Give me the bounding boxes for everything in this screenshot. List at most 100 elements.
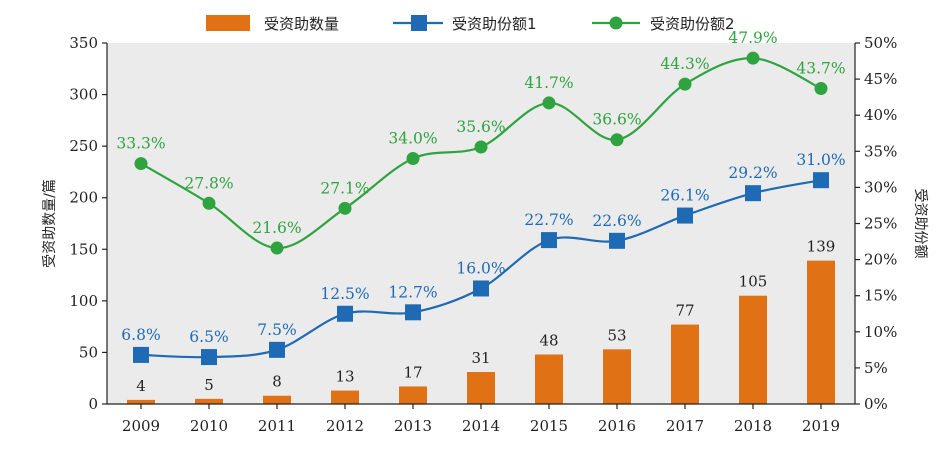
share-1-label-2009: 6.8%: [121, 326, 160, 344]
x-tick-label: 2017: [666, 417, 704, 435]
marker-share-1-2016: [609, 232, 625, 249]
share-1-label-2019: 31.0%: [796, 151, 845, 169]
share-1-label-2016: 22.6%: [592, 212, 641, 230]
legend-label-share-1: 受资助份额1: [452, 15, 537, 33]
share-2-label-2009: 33.3%: [116, 135, 165, 153]
marker-share-2-2009: [134, 157, 148, 171]
y-tick-label: 200: [69, 189, 98, 207]
bar-label-2019: 139: [807, 238, 836, 256]
marker-share-1-2009: [133, 346, 149, 363]
y-tick-label: 50: [79, 343, 98, 361]
marker-share-2-2013: [406, 152, 420, 166]
y2-tick-label: 25%: [864, 215, 897, 233]
y-axis-title: 受资助数量/篇: [42, 179, 58, 268]
y2-tick-label: 15%: [864, 287, 897, 305]
y2-tick-label: 5%: [864, 359, 888, 377]
marker-share-2-2016: [610, 133, 624, 147]
bar-label-2011: 8: [272, 373, 282, 391]
bar-2013: [399, 386, 427, 404]
share-1-label-2011: 7.5%: [257, 321, 296, 339]
share-1-label-2015: 22.7%: [524, 211, 573, 229]
marker-share-2-2017: [678, 77, 692, 91]
legend-marker-share-1: [411, 15, 427, 31]
share-2-label-2011: 21.6%: [252, 219, 301, 237]
y2-tick-label: 50%: [864, 34, 897, 52]
marker-share-1-2012: [337, 305, 353, 322]
bar-series: [127, 260, 835, 404]
share-2-label-2019: 43.7%: [796, 59, 845, 77]
marker-share-2-2018: [746, 51, 760, 65]
legend-label-share-2: 受资助份额2: [650, 15, 735, 33]
bar-2017: [671, 324, 699, 404]
bar-label-2009: 4: [136, 377, 146, 395]
x-tick-label: 2018: [734, 417, 772, 435]
marker-share-2-2010: [202, 196, 216, 210]
legend: 受资助数量 受资助份额1 受资助份额2: [206, 15, 735, 33]
bar-2019: [807, 260, 835, 404]
bar-label-2017: 77: [675, 302, 694, 320]
marker-share-2-2019: [814, 81, 828, 95]
y2-tick-label: 0%: [864, 395, 888, 413]
marker-share-1-2010: [201, 349, 217, 366]
y-tick-label: 0: [88, 395, 98, 413]
y2-axis-title: 受资助份额: [912, 189, 928, 259]
y-tick-label: 350: [69, 34, 98, 52]
marker-share-1-2019: [813, 172, 829, 189]
marker-share-2-2014: [474, 140, 488, 154]
line-series: [133, 51, 829, 366]
bar-2015: [535, 354, 563, 404]
y2-tick-label: 20%: [864, 251, 897, 269]
bar-2018: [739, 295, 767, 404]
bar-label-2015: 48: [539, 331, 558, 349]
bar-label-2010: 5: [204, 376, 214, 394]
marker-share-2-2015: [542, 96, 556, 110]
x-tick-label: 2011: [258, 417, 296, 435]
x-tick-label: 2013: [394, 417, 432, 435]
y2-tick-label: 35%: [864, 142, 897, 160]
share-1-label-2018: 29.2%: [728, 164, 777, 182]
marker-share-1-2011: [269, 341, 285, 358]
marker-share-1-2015: [541, 232, 557, 249]
legend-swatch-count: [206, 15, 250, 31]
share-2-label-2016: 36.6%: [592, 111, 641, 129]
x-tick-label: 2019: [802, 417, 840, 435]
y-tick-label: 100: [69, 292, 98, 310]
bar-2009: [127, 399, 155, 404]
share-2-label-2015: 41.7%: [524, 74, 573, 92]
share-2-label-2012: 27.1%: [320, 179, 369, 197]
y2-tick-label: 40%: [864, 106, 897, 124]
bar-2012: [331, 390, 359, 404]
bar-2016: [603, 349, 631, 404]
axes: 0 50 100 150 200 250 300 350 0% 5% 10% 15% 20% 25% 30%…: [69, 34, 897, 435]
marker-share-2-2012: [338, 201, 352, 215]
share-1-label-2014: 16.0%: [456, 259, 505, 277]
x-tick-label: 2010: [190, 417, 228, 435]
bar-2011: [263, 395, 291, 404]
share-2-label-2013: 34.0%: [388, 130, 437, 148]
share-1-label-2012: 12.5%: [320, 285, 369, 303]
share-1-label-2013: 12.7%: [388, 283, 437, 301]
share-1-label-2017: 26.1%: [660, 187, 709, 205]
y-tick-label: 250: [69, 137, 98, 155]
marker-share-1-2014: [473, 280, 489, 297]
x-tick-label: 2009: [122, 417, 160, 435]
x-tick-label: 2016: [598, 417, 636, 435]
legend-label-count: 受资助数量: [264, 15, 339, 33]
marker-share-2-2011: [270, 241, 284, 255]
legend-marker-share-2: [609, 16, 623, 30]
marker-share-1-2013: [405, 304, 421, 321]
y2-tick-label: 10%: [864, 323, 897, 341]
x-tick-label: 2014: [462, 417, 500, 435]
y-tick-label: 300: [69, 86, 98, 104]
share-2-label-2017: 44.3%: [660, 55, 709, 73]
bar-label-2013: 17: [403, 363, 422, 381]
bar-label-2012: 13: [335, 368, 354, 386]
bar-label-2018: 105: [739, 273, 768, 291]
bar-2014: [467, 372, 495, 404]
share-2-label-2010: 27.8%: [184, 174, 233, 192]
marker-share-1-2018: [745, 185, 761, 202]
share-2-label-2018: 47.9%: [728, 29, 777, 47]
y2-tick-label: 30%: [864, 178, 897, 196]
y-tick-label: 150: [69, 240, 98, 258]
